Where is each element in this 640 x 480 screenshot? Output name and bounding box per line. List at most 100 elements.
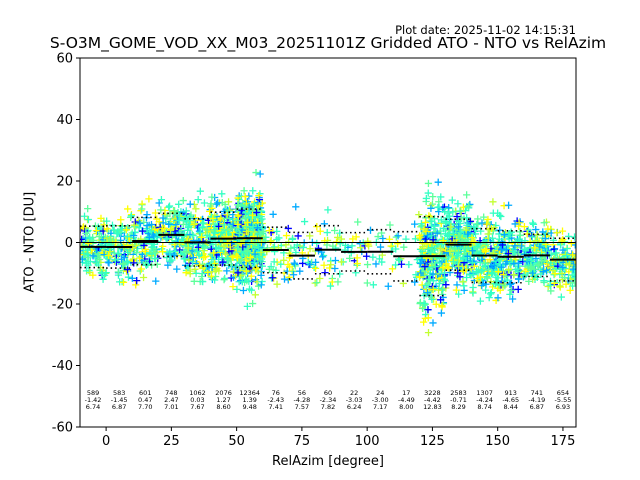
data-point [386, 221, 394, 229]
data-point [324, 206, 332, 214]
bin-std-label: 7.17 [373, 403, 387, 411]
data-point [463, 221, 471, 229]
data-point [495, 257, 503, 265]
data-point [484, 215, 492, 224]
data-point [190, 277, 198, 285]
data-point [484, 230, 492, 238]
data-point [252, 208, 261, 217]
data-point [200, 199, 209, 207]
data-point [394, 232, 402, 240]
data-point [570, 233, 576, 241]
data-point [175, 216, 183, 225]
data-point [434, 178, 442, 186]
data-point [151, 254, 159, 262]
data-point [143, 222, 151, 230]
data-point [122, 226, 131, 234]
data-point [561, 250, 570, 259]
data-point [488, 234, 497, 242]
data-point [128, 274, 136, 282]
data-point [429, 270, 437, 278]
data-point [475, 240, 483, 248]
data-point [219, 220, 227, 228]
data-point [419, 243, 427, 251]
data-point [331, 226, 339, 235]
data-point [234, 220, 242, 228]
data-point [438, 265, 446, 273]
x-tick-label: 50 [228, 434, 245, 449]
bin-std-label: 6.24 [347, 403, 361, 411]
data-point [563, 245, 571, 253]
bin-std-label: 7.70 [138, 403, 152, 411]
data-point [442, 281, 450, 289]
data-point [566, 286, 574, 294]
data-point [255, 252, 263, 261]
data-point [220, 276, 228, 284]
data-point [369, 253, 377, 261]
data-point [253, 224, 262, 232]
x-tick-label: 125 [420, 434, 445, 449]
x-tick-label: 0 [102, 434, 110, 449]
data-point [138, 205, 146, 213]
data-point [465, 202, 473, 210]
data-point [547, 250, 555, 258]
data-point [155, 218, 163, 226]
data-point [321, 237, 329, 245]
data-point [504, 232, 512, 241]
data-point [273, 280, 281, 288]
data-point [173, 265, 181, 273]
data-point [515, 235, 523, 243]
data-point [378, 258, 386, 266]
data-point [354, 218, 362, 226]
data-point [379, 234, 387, 243]
bin-count-label: 24 [376, 389, 384, 397]
data-point [194, 196, 202, 204]
data-point [489, 198, 497, 206]
data-point [356, 244, 365, 252]
data-point [237, 240, 245, 248]
data-point [203, 226, 211, 234]
data-point [429, 319, 437, 327]
data-point [165, 202, 174, 210]
data-point [506, 290, 514, 298]
data-point [476, 258, 484, 266]
data-point [256, 170, 264, 178]
data-point [378, 251, 386, 259]
data-point [319, 253, 327, 261]
data-point [104, 258, 112, 266]
data-point [530, 265, 539, 273]
bin-std-label: 6.74 [86, 403, 100, 411]
data-point [348, 242, 356, 250]
data-point [269, 274, 277, 282]
data-point [363, 260, 372, 269]
data-point [252, 168, 260, 177]
y-tick-label: 60 [56, 52, 73, 67]
data-point [256, 248, 264, 256]
x-axis-label: RelAzim [degree] [272, 454, 384, 469]
data-point [454, 232, 462, 240]
data-point [89, 252, 97, 260]
data-point [140, 218, 148, 226]
data-point [529, 219, 537, 227]
data-point [507, 234, 516, 242]
data-point [417, 220, 426, 228]
data-point [185, 256, 193, 264]
data-point [468, 234, 476, 242]
data-point [551, 270, 559, 278]
data-point [437, 216, 445, 224]
bin-count-label: 76 [272, 389, 280, 397]
data-point [182, 207, 190, 215]
data-point [84, 205, 92, 213]
data-point [384, 282, 392, 290]
bin-count-label: 748 [165, 389, 177, 397]
data-point [200, 253, 208, 262]
data-point [234, 269, 242, 277]
data-point [265, 227, 273, 235]
data-point [257, 271, 265, 279]
data-point [521, 236, 529, 245]
data-point [100, 226, 108, 234]
data-point [526, 264, 535, 272]
data-point [144, 260, 152, 268]
data-point [218, 228, 226, 237]
data-point [428, 232, 436, 240]
data-point [223, 240, 231, 248]
